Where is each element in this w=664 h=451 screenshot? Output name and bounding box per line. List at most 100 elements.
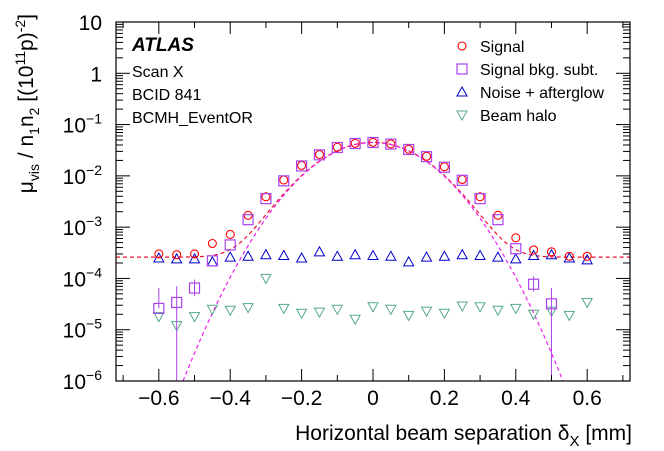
- y-tick-exponent: −6: [86, 367, 102, 383]
- marker-signal-bkg-subt: [171, 296, 183, 309]
- marker-noise-afterglow: [349, 248, 362, 260]
- marker-signal-bkg-subt: [331, 141, 343, 154]
- marker-beam-halo: [295, 308, 308, 320]
- marker-signal: [386, 139, 396, 149]
- y-tick-base: 10: [63, 217, 86, 240]
- marker-signal-bkg-subt: [438, 161, 450, 173]
- legend-marker-beam-halo: [456, 110, 468, 122]
- legend-label-signal-bkg-subt: Signal bkg. subt.: [480, 62, 598, 79]
- y-tick-exponent: −1: [86, 111, 102, 127]
- marker-signal: [421, 151, 432, 161]
- marker-signal-bkg-subt: [367, 136, 379, 149]
- x-tick-label: 0.2: [430, 387, 459, 410]
- marker-signal: [261, 192, 271, 202]
- marker-noise-afterglow: [295, 251, 308, 263]
- marker-signal-bkg-subt: [224, 239, 236, 251]
- y-tick-label: 10−2: [63, 162, 103, 189]
- x-tick-label: −0.4: [209, 387, 251, 410]
- marker-signal: [172, 250, 182, 260]
- y-tick-label: 10−6: [63, 367, 103, 394]
- marker-beam-halo: [206, 304, 219, 316]
- x-tick-label: 0.4: [501, 387, 531, 410]
- marker-signal: [511, 233, 521, 243]
- marker-signal-bkg-subt: [420, 151, 433, 163]
- marker-noise-afterglow: [474, 249, 486, 260]
- marker-beam-halo: [563, 310, 576, 322]
- y-tick-label: 10: [79, 12, 102, 35]
- legend-label-noise-afterglow: Noise + afterglow: [480, 85, 605, 102]
- x-tick-label: 0: [367, 387, 379, 410]
- atlas-label: ATLAS: [131, 35, 194, 56]
- marker-signal-bkg-subt: [349, 137, 361, 150]
- y-tick-exponent: −4: [86, 264, 102, 280]
- fit-curves: [116, 141, 630, 382]
- fit-curve-signal: [116, 141, 630, 258]
- marker-signal: [225, 229, 235, 240]
- marker-beam-halo: [456, 301, 469, 313]
- marker-signal: [243, 210, 253, 220]
- y-axis-title: μvis / n1n2 [(1011p)-2]: [12, 14, 42, 193]
- legend-label-signal: Signal: [480, 39, 524, 56]
- legend-marker-noise-afterglow: [456, 85, 468, 97]
- marker-signal-bkg-subt: [313, 149, 326, 161]
- x-axis: −0.6 −0.4 −0.2 0 0.2 0.4 0.6: [122, 22, 624, 410]
- marker-signal: [404, 144, 414, 154]
- marker-signal: [582, 251, 592, 261]
- marker-noise-afterglow: [313, 245, 326, 257]
- marker-noise-afterglow: [402, 255, 415, 267]
- marker-signal: [314, 150, 325, 160]
- marker-beam-halo: [331, 304, 344, 316]
- x-tick-label: −0.6: [138, 387, 179, 410]
- y-tick-label: 10−1: [63, 111, 103, 138]
- marker-signal-bkg-subt: [242, 214, 254, 226]
- marker-noise-afterglow: [367, 249, 379, 260]
- marker-noise-afterglow: [456, 248, 469, 260]
- marker-signal-bkg-subt: [278, 175, 290, 187]
- marker-signal-bkg-subt: [528, 278, 540, 290]
- marker-beam-halo: [313, 307, 326, 319]
- marker-noise-afterglow: [492, 251, 504, 262]
- y-tick-base: 1: [90, 63, 102, 86]
- marker-noise-afterglow: [384, 250, 397, 261]
- scan-label: Scan X: [132, 64, 184, 81]
- marker-noise-afterglow: [242, 250, 254, 261]
- marker-signal-bkg-subt: [188, 282, 201, 294]
- marker-beam-halo: [402, 310, 415, 322]
- marker-noise-afterglow: [420, 251, 433, 262]
- legend-label-beam-halo: Beam halo: [480, 108, 557, 125]
- marker-signal-bkg-subt: [385, 138, 397, 150]
- marker-noise-afterglow: [260, 248, 272, 260]
- y-tick-base: 10: [63, 320, 86, 343]
- marker-noise-afterglow: [563, 251, 576, 263]
- marker-signal: [546, 247, 557, 257]
- y-tick-exponent: −5: [86, 316, 102, 332]
- marker-beam-halo: [277, 303, 290, 315]
- marker-noise-afterglow: [438, 250, 451, 261]
- marker-beam-halo: [438, 308, 451, 320]
- marker-noise-afterglow: [545, 248, 558, 260]
- marker-signal-bkg-subt: [153, 302, 165, 315]
- marker-beam-halo: [242, 303, 254, 314]
- marker-signal: [475, 192, 485, 202]
- marker-beam-halo: [384, 304, 397, 316]
- marker-noise-afterglow: [224, 251, 237, 262]
- marker-noise-afterglow: [331, 250, 344, 261]
- marker-noise-afterglow: [527, 249, 540, 260]
- marker-noise-afterglow: [509, 252, 522, 264]
- marker-signal: [368, 137, 378, 147]
- legend-marker-signal-bkg-subt: [456, 63, 468, 75]
- marker-signal: [564, 251, 574, 261]
- marker-signal-bkg-subt: [545, 298, 558, 310]
- marker-beam-halo: [581, 297, 594, 309]
- y-tick-label: 10−4: [63, 264, 103, 291]
- marker-signal-bkg-subt: [456, 174, 468, 186]
- legend: Signal Signal bkg. subt. Noise + aftergl…: [456, 39, 605, 125]
- marker-beam-halo: [509, 303, 522, 315]
- y-tick-base: 10: [63, 268, 86, 291]
- marker-beam-halo: [152, 312, 165, 323]
- marker-signal: [207, 238, 217, 249]
- marker-beam-halo: [492, 305, 504, 317]
- marker-signal-bkg-subt: [510, 243, 522, 255]
